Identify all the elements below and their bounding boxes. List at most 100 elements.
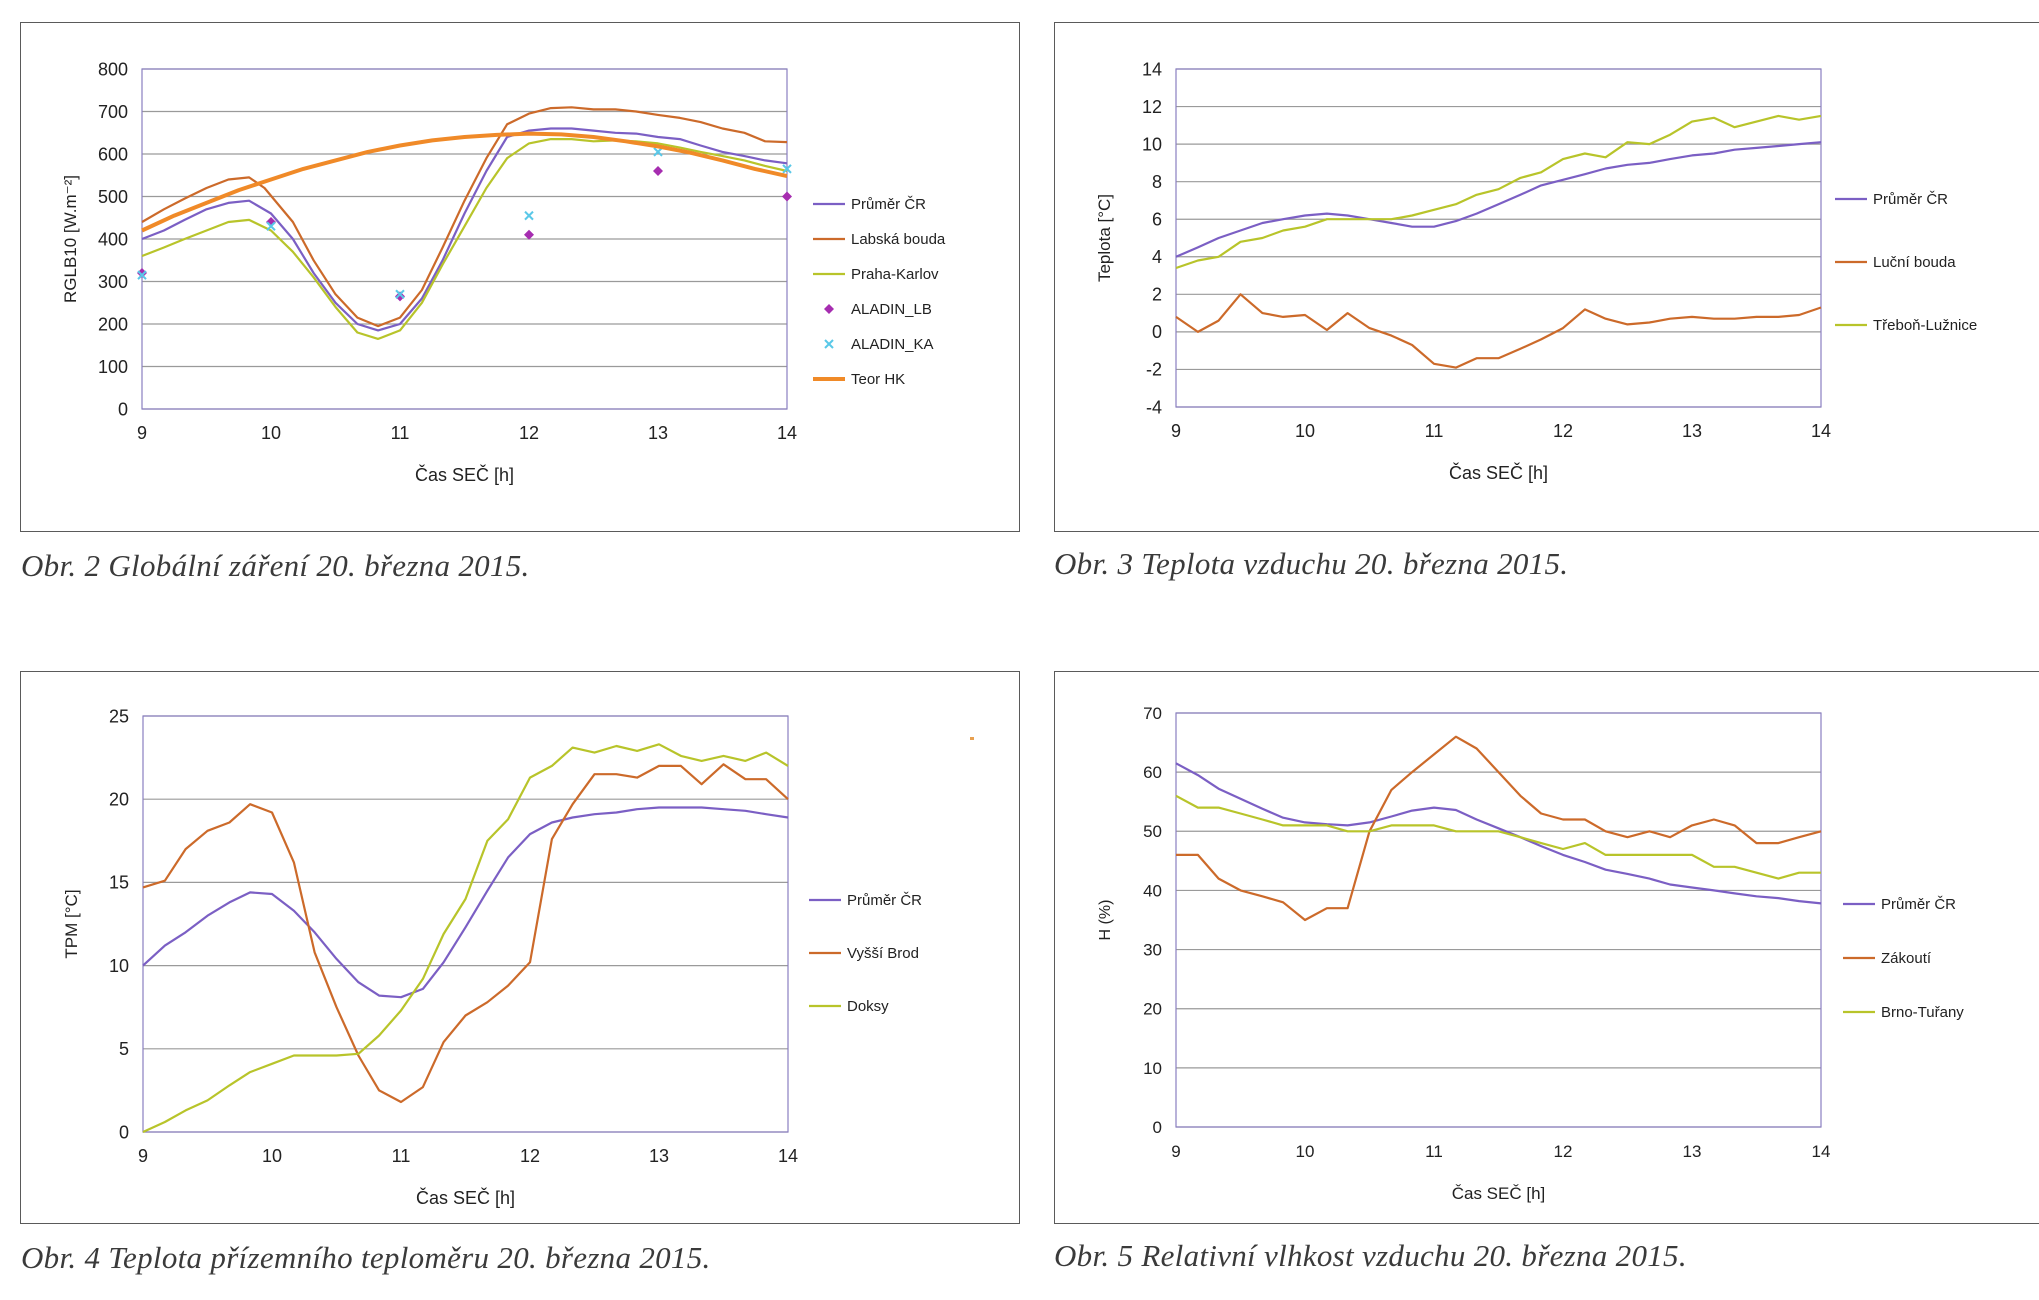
caption-obr2: Obr. 2 Globální záření 20. března 2015. — [21, 548, 530, 583]
x-tick-label: 12 — [520, 1146, 540, 1166]
legend-label: Brno-Tuřany — [1881, 1004, 1964, 1021]
caption-obr5: Obr. 5 Relativní vlhkost vzduchu 20. bře… — [1054, 1238, 1687, 1273]
legend-label: Třeboň-Lužnice — [1873, 317, 1977, 334]
legend-label: Vyšší Brod — [847, 945, 919, 962]
x-tick-label: 10 — [262, 1146, 282, 1166]
legend-label: Praha-Karlov — [851, 266, 939, 283]
y-tick-label: 5 — [119, 1039, 129, 1059]
series-line-1 — [1175, 293, 1822, 369]
x-tick-label: 10 — [1296, 1142, 1315, 1161]
legend-label: Průměr ČR — [847, 892, 922, 909]
y-tick-label: 6 — [1152, 210, 1162, 230]
data-point-diamond — [524, 229, 534, 240]
y-tick-label: 0 — [119, 1122, 129, 1142]
legend-label: Průměr ČR — [1873, 191, 1948, 208]
y-tick-label: 2 — [1152, 285, 1162, 305]
x-tick-label: 9 — [138, 1146, 148, 1166]
legend-label: Zákoutí — [1881, 950, 1932, 967]
chart-panel-ground-thermometer: 0 5 10 15 20 25 9 10 11 12 13 14 Čas SEČ [h] TPM [°C]… — [20, 671, 1020, 1224]
y-tick-label: 500 — [98, 187, 128, 207]
y-tick-label: 60 — [1143, 763, 1162, 782]
y-tick-label: 10 — [109, 956, 129, 976]
y-tick-label: 20 — [1143, 1000, 1162, 1019]
legend-entry: Průměr ČR — [813, 196, 926, 213]
legend-entry: Luční bouda — [1835, 254, 1956, 271]
y-tick-label: 100 — [98, 357, 128, 377]
chart-panel-global-radiation: 0 100 200 300 400 500 600 700 800 9 10 11 12 13 14 Čas … — [20, 22, 1020, 532]
legend-entry: ALADIN_LB — [824, 301, 932, 318]
y-tick-label: 0 — [1152, 322, 1162, 342]
x-axis-title: Čas SEČ [h] — [415, 464, 514, 485]
y-tick-label: 400 — [98, 229, 128, 249]
series-line-1 — [1176, 735, 1822, 922]
x-axis-title: Čas SEČ [h] — [1449, 462, 1548, 483]
legend-entry: Průměr ČR — [1835, 191, 1948, 208]
legend-entry: Průměr ČR — [809, 892, 922, 909]
stray-mark — [970, 737, 974, 740]
y-tick-label: 10 — [1142, 134, 1162, 154]
legend-entry: Vyšší Brod — [809, 945, 919, 962]
y-tick-label: 40 — [1143, 881, 1162, 900]
series-line-0 — [1175, 141, 1822, 258]
legend-entry: Brno-Tuřany — [1843, 1004, 1964, 1021]
series-line-0 — [1175, 762, 1822, 905]
series-line-0 — [141, 127, 788, 332]
series-line-1 — [142, 763, 789, 1104]
legend-swatch — [824, 304, 834, 314]
y-tick-label: 30 — [1143, 941, 1162, 960]
y-tick-label: 50 — [1143, 822, 1162, 841]
chart-panel-relative-humidity: 0 10 20 30 40 50 60 70 9 10 11 12 13 14 Čas SEČ [h] H (… — [1054, 671, 2039, 1224]
caption-obr3: Obr. 3 Teplota vzduchu 20. března 2015. — [1054, 546, 1569, 581]
y-tick-label: 8 — [1152, 172, 1162, 192]
legend-entry: Doksy — [809, 998, 889, 1015]
y-tick-label: 20 — [109, 790, 129, 810]
data-point-diamond — [653, 166, 663, 176]
legend-swatch — [824, 339, 834, 349]
y-axis-title: RGLB10 [W.m⁻²] — [61, 175, 80, 303]
legend-entry: Zákoutí — [1843, 950, 1932, 967]
series-line-2 — [142, 743, 789, 1134]
series-line-2 — [1175, 794, 1821, 880]
x-tick-label: 14 — [778, 1146, 798, 1166]
legend-label: ALADIN_LB — [851, 301, 932, 318]
legend-label: Teor HK — [851, 371, 905, 388]
x-tick-label: 14 — [777, 423, 797, 443]
legend-entry: Průměr ČR — [1843, 896, 1956, 913]
x-tick-label: 13 — [1683, 1142, 1702, 1161]
series-line-2 — [1175, 114, 1822, 270]
chart-panel-air-temperature: -4 -2 0 2 4 6 8 10 12 14 9 10 11 12 13 14 Čas SEČ [h] Tep… — [1054, 22, 2039, 532]
x-tick-label: 14 — [1811, 421, 1831, 441]
x-tick-label: 11 — [1425, 1142, 1443, 1161]
legend-label: Luční bouda — [1873, 254, 1956, 271]
x-tick-label: 12 — [1554, 1142, 1573, 1161]
data-point-x — [266, 221, 276, 231]
data-point-x — [782, 164, 792, 174]
data-point-x — [395, 289, 405, 299]
y-tick-label: 14 — [1142, 59, 1162, 79]
legend-label: Labská bouda — [851, 231, 946, 248]
legend-entry: Praha-Karlov — [813, 266, 939, 283]
legend-entry: ALADIN_KA — [824, 336, 934, 353]
y-tick-label: 300 — [98, 272, 128, 292]
legend-label: Doksy — [847, 998, 889, 1015]
data-point-diamond — [782, 191, 792, 202]
y-tick-label: 25 — [109, 706, 129, 726]
y-tick-label: 700 — [98, 102, 128, 122]
x-axis-title: Čas SEČ [h] — [416, 1187, 515, 1208]
data-point-x — [524, 210, 534, 221]
chart-air-temperature: -4 -2 0 2 4 6 8 10 12 14 9 10 11 12 13 14 Čas SEČ [h] Tep… — [1095, 59, 1977, 483]
x-tick-label: 11 — [1425, 421, 1444, 441]
plot-area — [142, 715, 789, 1133]
y-tick-label: 4 — [1152, 247, 1162, 267]
chart-global-radiation: 0 100 200 300 400 500 600 700 800 9 10 11 12 13 14 Čas … — [61, 59, 946, 485]
x-tick-label: 9 — [1171, 1142, 1180, 1161]
x-tick-label: 11 — [391, 423, 410, 443]
legend-entry: Teor HK — [813, 371, 905, 388]
y-tick-label: 12 — [1142, 97, 1162, 117]
x-tick-label: 13 — [649, 1146, 669, 1166]
x-axis-title: Čas SEČ [h] — [1452, 1184, 1546, 1203]
data-point-x — [653, 147, 663, 157]
plot-area — [1175, 712, 1822, 1128]
series-line-2 — [141, 137, 788, 340]
series-line-0 — [142, 806, 789, 999]
